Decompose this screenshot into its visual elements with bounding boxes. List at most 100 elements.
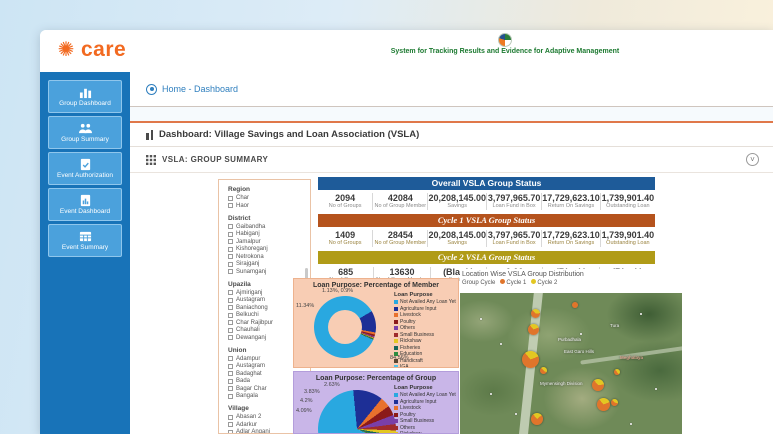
legend-item: Not Availed Any Loan Yet: [394, 299, 454, 305]
checkbox[interactable]: [228, 232, 233, 237]
map-settlement-dot: [490, 393, 492, 395]
filter-option-label: Bangala: [236, 393, 258, 399]
map-pie-marker[interactable]: [531, 413, 543, 425]
stat-value: 17,729,623.10: [542, 230, 600, 240]
stat-value: 1409: [318, 230, 372, 240]
satellite-map[interactable]: TuraPurbadhalaEast Garo HillsMeghalayaMy…: [460, 293, 682, 434]
filter-option[interactable]: Haor: [228, 203, 304, 209]
map-settlement-dot: [480, 318, 482, 320]
stat-cell: 1,739,901.40Outstanding Loan: [600, 230, 655, 247]
stat-value: 1,739,901.40: [601, 193, 655, 203]
sidebar-item-label: Event Dashboard: [60, 208, 110, 215]
checkbox[interactable]: [228, 196, 233, 201]
member-loan-purpose-card: Loan Purpose: Percentage of Member 84.56…: [293, 278, 459, 368]
stat-cell: 3,797,965.70Loan Fund in Box: [486, 193, 541, 210]
map-pie-marker[interactable]: [597, 398, 610, 411]
breadcrumb-link[interactable]: Home - Dashboard: [162, 84, 238, 94]
sidebar-item-event-summary[interactable]: Event Summary: [48, 224, 122, 257]
chart-title: Loan Purpose: Percentage of Group: [294, 375, 458, 382]
map-pie-marker[interactable]: [592, 379, 604, 391]
checkbox[interactable]: [228, 305, 233, 310]
sidebar-item-event-dashboard[interactable]: Event Dashboard: [48, 188, 122, 221]
filter-option-label: Abasan 2: [236, 414, 261, 420]
map-pie-marker[interactable]: [572, 302, 578, 308]
checkbox[interactable]: [228, 298, 233, 303]
checkbox[interactable]: [228, 364, 233, 369]
legend-item: Small Business: [394, 418, 454, 424]
checkbox[interactable]: [228, 356, 233, 361]
map-pie-marker[interactable]: [540, 367, 547, 374]
sidebar-item-label: Event Authorization: [57, 172, 113, 179]
legend-label: Small Business: [400, 332, 434, 338]
filter-option-label: Char Rajibpur: [236, 320, 273, 326]
map-legend-item[interactable]: Cycle 2: [531, 279, 557, 286]
checkbox[interactable]: [228, 422, 233, 427]
legend-item: Education: [394, 351, 454, 357]
checkbox[interactable]: [228, 386, 233, 391]
sidebar-item-group-dashboard[interactable]: Group Dashboard: [48, 80, 122, 113]
legend-label: Rickshaw: [400, 338, 421, 344]
legend-swatch: [394, 413, 398, 417]
map-settlement-dot: [640, 313, 642, 315]
legend-item: Livestock: [394, 312, 454, 318]
map-pie-marker[interactable]: [522, 351, 539, 368]
sidebar-item-group-summary[interactable]: Group Summary: [48, 116, 122, 149]
checkbox[interactable]: [228, 430, 233, 434]
collapse-chevron-icon[interactable]: ˅: [746, 153, 759, 166]
care-brand[interactable]: ✺ care: [55, 38, 126, 62]
checkbox[interactable]: [228, 328, 233, 333]
stat-value: 42084: [373, 193, 427, 203]
care-logo-icon: ✺: [55, 39, 77, 61]
panel-header: VSLA: GROUP SUMMARY ˅: [130, 147, 773, 173]
checkbox[interactable]: [228, 290, 233, 295]
checkbox[interactable]: [228, 224, 233, 229]
filter-option[interactable]: Kishoreganj: [228, 246, 304, 252]
map-settlement-dot: [500, 343, 502, 345]
filter-option[interactable]: Habiganj: [228, 231, 304, 237]
checkbox[interactable]: [228, 320, 233, 325]
checkbox[interactable]: [228, 394, 233, 399]
stat-cell: 1409No of Groups: [318, 230, 372, 247]
map-pie-marker[interactable]: [614, 369, 620, 375]
sidebar-item-event-authorization[interactable]: Event Authorization: [48, 152, 122, 185]
map-settlement-dot: [580, 333, 582, 335]
filter-option[interactable]: Sirajganj: [228, 261, 304, 267]
checkbox[interactable]: [228, 415, 233, 420]
callout-3: 3.83%: [304, 389, 320, 395]
stat-cell: 17,729,623.10Return On Savings: [541, 193, 600, 210]
checkbox[interactable]: [228, 247, 233, 252]
callout-small: 1.13%, 0.9%: [322, 288, 353, 294]
checkbox[interactable]: [228, 313, 233, 318]
map-pie-marker[interactable]: [611, 399, 618, 406]
filter-option[interactable]: Netrokona: [228, 254, 304, 260]
legend-item: Handicraft: [394, 358, 454, 364]
checkbox[interactable]: [228, 379, 233, 384]
filter-option-label: Kishoreganj: [236, 246, 268, 252]
spacer-strip: [130, 107, 773, 121]
map-pie-marker[interactable]: [531, 309, 540, 318]
checkbox[interactable]: [228, 203, 233, 208]
filter-group-title: Region: [228, 186, 304, 193]
legend-item: Small Business: [394, 332, 454, 338]
filter-option[interactable]: Char: [228, 195, 304, 201]
stat-label: Loan Fund in Box: [487, 203, 541, 210]
legend-label: Livestock: [400, 405, 421, 411]
callout-second: 11.34%: [296, 303, 314, 309]
checkbox[interactable]: [228, 254, 233, 259]
checkbox[interactable]: [228, 239, 233, 244]
filter-option[interactable]: Gaibandha: [228, 224, 304, 230]
checkbox[interactable]: [228, 269, 233, 274]
filter-option[interactable]: Jamalpur: [228, 239, 304, 245]
checkbox[interactable]: [228, 335, 233, 340]
checkbox[interactable]: [228, 371, 233, 376]
stat-value: 20,208,145.00: [428, 193, 486, 203]
map-settlement-dot: [655, 388, 657, 390]
stat-label: Savings: [428, 240, 486, 247]
filter-option[interactable]: Sunamganj: [228, 269, 304, 275]
map-card: Location Wise VSLA Group Distribution Gr…: [460, 269, 682, 434]
map-pie-marker[interactable]: [528, 324, 539, 335]
filter-option-label: Adlar Angani: [236, 429, 270, 434]
checkbox[interactable]: [228, 262, 233, 267]
stat-label: Loan Fund in Box: [487, 240, 541, 247]
map-legend-item[interactable]: Cycle 1: [500, 279, 526, 286]
